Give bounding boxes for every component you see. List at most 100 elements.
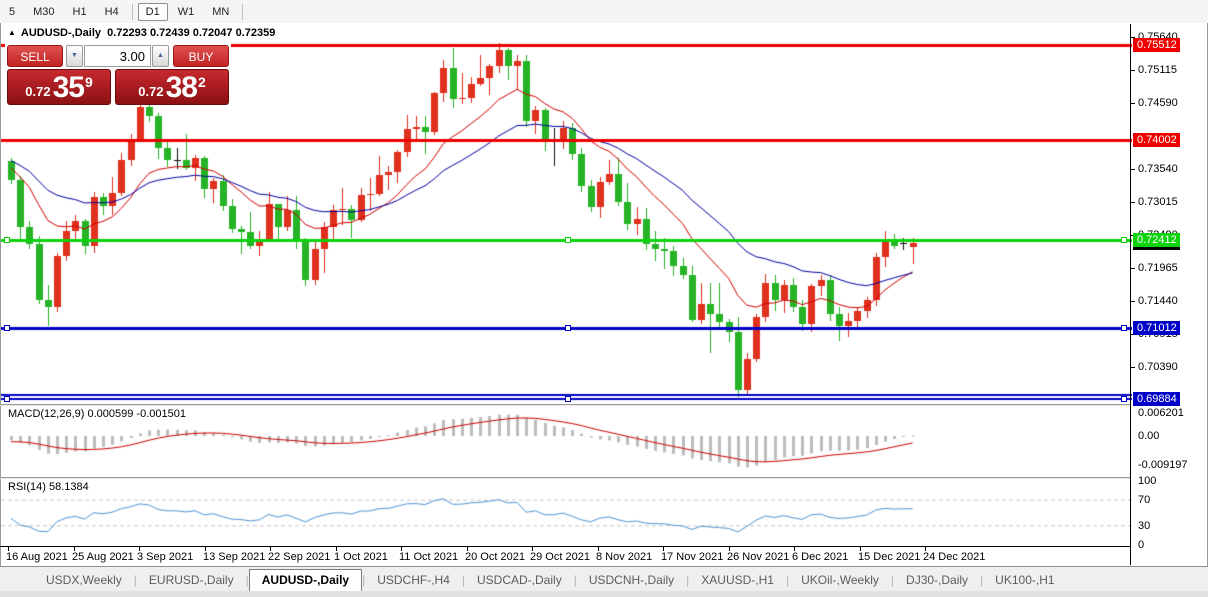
tab-separator: | xyxy=(686,573,690,587)
price-tick-mark xyxy=(1131,169,1135,170)
date-axis-label: 25 Aug 2021 xyxy=(72,551,134,563)
ask-price-panel[interactable]: 0.72 38 2 xyxy=(115,69,229,105)
date-axis-label: 8 Nov 2021 xyxy=(596,551,653,563)
chart-tab-uk100[interactable]: UK100-,H1 xyxy=(995,573,1055,587)
timeframe-button-m30[interactable]: M30 xyxy=(33,5,55,18)
ohlc-values: 0.72293 0.72439 0.72047 0.72359 xyxy=(107,27,276,39)
date-axis-tick xyxy=(598,547,599,551)
date-axis-label: 3 Sep 2021 xyxy=(137,551,194,563)
line-handle[interactable] xyxy=(1121,237,1127,243)
price-tick-label: 0.74590 xyxy=(1138,97,1178,109)
date-axis-label: 26 Nov 2021 xyxy=(727,551,790,563)
bid-pipette-digit: 9 xyxy=(84,74,93,90)
price-tick-label: 0.75115 xyxy=(1138,64,1177,76)
collapse-triangle-icon: ▲ xyxy=(8,28,16,37)
ask-pipette-digit: 2 xyxy=(197,74,206,90)
date-axis-label: 13 Sep 2021 xyxy=(203,551,266,563)
date-axis-tick xyxy=(8,547,9,551)
macd-axis-label: 0.006201 xyxy=(1138,407,1184,419)
price-tick-label: 0.71440 xyxy=(1138,295,1178,307)
volume-increase-button[interactable]: ▲ xyxy=(152,45,169,67)
line-handle[interactable] xyxy=(4,237,10,243)
buy-button[interactable]: BUY xyxy=(173,45,229,67)
macd-panel-divider[interactable] xyxy=(0,404,1131,405)
date-axis-tick xyxy=(532,547,533,551)
price-tick-mark xyxy=(1131,367,1135,368)
rsi-axis-label: 30 xyxy=(1138,519,1151,532)
chart-tab-usdcnh[interactable]: USDCNH-,Daily xyxy=(588,573,675,587)
chart-tab-usdcad[interactable]: USDCAD-,Daily xyxy=(477,573,562,587)
price-tick-label: 0.73015 xyxy=(1138,196,1178,208)
tab-separator: | xyxy=(461,573,466,587)
date-axis-label: 6 Dec 2021 xyxy=(792,551,849,563)
date-axis-tick xyxy=(794,547,795,551)
price-tick-label: 0.71965 xyxy=(1138,262,1178,274)
date-axis-label: 11 Oct 2021 xyxy=(399,551,459,563)
price-badge: 0.71012 xyxy=(1133,321,1180,335)
timeframe-button-d1[interactable]: D1 xyxy=(137,2,168,21)
date-axis-tick xyxy=(74,547,75,551)
line-handle[interactable] xyxy=(4,396,10,402)
chart-tab-dj30[interactable]: DJ30-,Daily xyxy=(906,573,969,587)
rsi-axis-label: 100 xyxy=(1138,475,1157,487)
bottom-strip xyxy=(0,591,1208,597)
date-axis-tick xyxy=(729,547,730,551)
rsi-label: RSI(14) 58.1384 xyxy=(8,481,89,493)
date-axis-label: 15 Dec 2021 xyxy=(858,551,921,563)
price-axis-border xyxy=(1130,24,1131,565)
ask-big-digits: 38 xyxy=(165,71,198,104)
chart-window xyxy=(0,23,1208,566)
macd-panel-divider-hl xyxy=(0,405,1131,406)
chart-tab-eurusd[interactable]: EURUSD-,Daily xyxy=(148,573,234,587)
bid-price-panel[interactable]: 0.72 35 9 xyxy=(7,69,111,105)
timeframe-button-w1[interactable]: W1 xyxy=(177,5,195,18)
rsi-panel-divider-hl xyxy=(0,478,1131,479)
rsi-axis-label: 70 xyxy=(1138,494,1151,507)
tab-separator: | xyxy=(980,573,984,587)
timeframe-button-h4[interactable]: H4 xyxy=(104,5,119,18)
bid-big-digits: 35 xyxy=(52,71,85,104)
date-axis-tick xyxy=(467,547,468,551)
chart-tab-audusd[interactable]: AUDUSD-,Daily xyxy=(248,569,363,591)
price-badge: 0.74002 xyxy=(1133,133,1180,147)
price-tick-mark xyxy=(1131,103,1135,104)
timeframe-button-5[interactable]: 5 xyxy=(9,5,16,18)
price-tick-mark xyxy=(1131,202,1135,203)
line-handle[interactable] xyxy=(565,396,571,402)
date-axis-tick xyxy=(663,547,664,551)
toolbar-separator xyxy=(131,3,133,20)
price-tick-label: 0.70390 xyxy=(1138,361,1178,373)
price-tick-mark xyxy=(1131,70,1135,71)
macd-panel-canvas[interactable] xyxy=(1,405,1132,477)
bid-prefix: 0.72 xyxy=(25,84,51,99)
line-handle[interactable] xyxy=(1121,396,1127,402)
line-handle[interactable] xyxy=(565,325,571,331)
price-badge: 0.72412 xyxy=(1133,233,1180,247)
price-badge: 0.75512 xyxy=(1133,38,1180,52)
timeframe-button-mn[interactable]: MN xyxy=(212,5,230,18)
line-handle[interactable] xyxy=(565,237,571,243)
line-handle[interactable] xyxy=(4,325,10,331)
sell-button[interactable]: SELL xyxy=(7,45,63,67)
chart-tab-xauusd[interactable]: XAUUSD-,H1 xyxy=(701,573,774,587)
chart-tab-usdx[interactable]: USDX,Weekly xyxy=(46,573,122,587)
date-axis-tick xyxy=(205,547,206,551)
rsi-panel-divider[interactable] xyxy=(0,477,1131,478)
date-axis-label: 24 Dec 2021 xyxy=(923,551,986,563)
chart-tab-ukoil[interactable]: UKOil-,Weekly xyxy=(801,573,879,587)
volume-decrease-button[interactable]: ▼ xyxy=(66,45,83,67)
chart-tab-usdchf[interactable]: USDCHF-,H4 xyxy=(377,573,450,587)
symbol-timeframe-label: AUDUSD-,Daily xyxy=(20,27,101,39)
ask-prefix: 0.72 xyxy=(138,84,164,99)
line-handle[interactable] xyxy=(1121,325,1127,331)
volume-input[interactable] xyxy=(84,45,151,67)
rsi-panel-canvas[interactable] xyxy=(1,478,1132,547)
tab-separator: | xyxy=(890,573,895,587)
timeframe-button-h1[interactable]: H1 xyxy=(72,5,87,18)
tab-separator: | xyxy=(133,573,137,587)
date-axis-label: 22 Sep 2021 xyxy=(268,551,331,563)
price-tick-mark xyxy=(1131,301,1135,302)
price-tick-label: 0.73540 xyxy=(1138,163,1178,175)
toolbar-separator xyxy=(242,3,244,20)
